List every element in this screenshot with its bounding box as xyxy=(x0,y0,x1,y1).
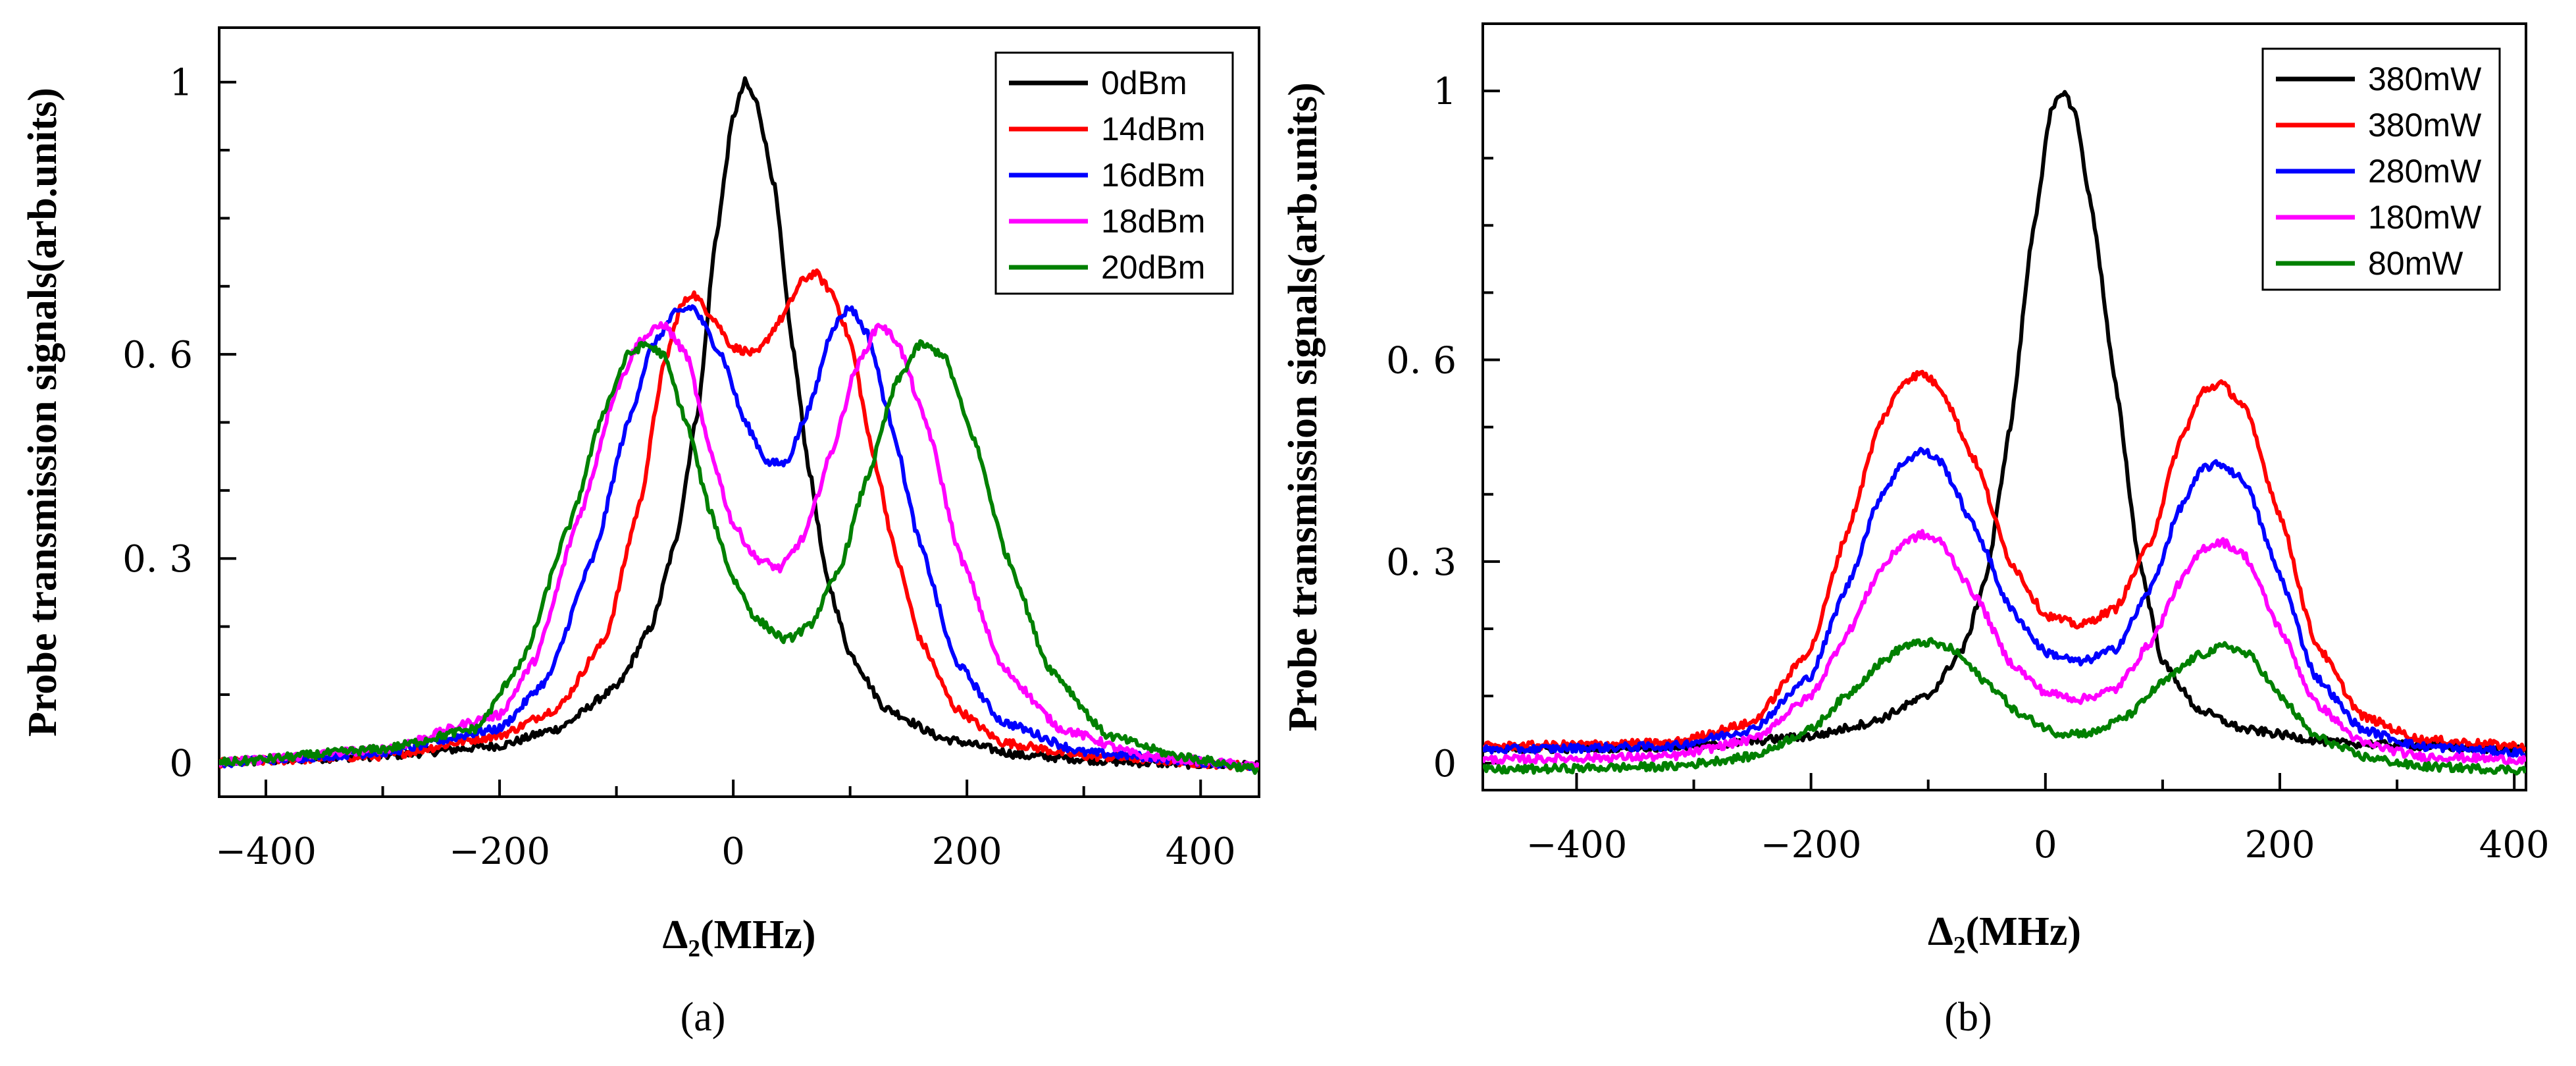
x-tick-label: −400 xyxy=(1526,824,1628,866)
x-tick-label: 200 xyxy=(932,830,1002,873)
y-tick-label: 1 xyxy=(169,62,193,105)
plot-frame xyxy=(1481,22,2527,791)
series-line-18dbm-3 xyxy=(219,321,1259,770)
y-tick-label: 0. 3 xyxy=(1386,541,1456,584)
series-line-16dbm-2 xyxy=(219,304,1259,772)
y-axis: 0 0. 3 0. 6 1 xyxy=(1386,70,1500,786)
y-tick-label: 1 xyxy=(1433,70,1456,113)
series-line-380mw-1 xyxy=(1483,369,2526,753)
y-axis: 0 0. 3 0. 6 1 xyxy=(122,62,236,785)
x-axis: −400 −200 0 200 400 xyxy=(1526,773,2550,866)
series-line-180mw-3 xyxy=(1483,529,2526,766)
plot-frame xyxy=(218,26,1260,798)
legend-label: 20dBm xyxy=(1101,249,1205,286)
y-tick-label: 0 xyxy=(1433,743,1456,786)
x-axis-title: Δ₂(MHz) xyxy=(662,913,815,957)
x-tick-label: 400 xyxy=(1166,830,1236,873)
legend: 0dBm 14dBm 16dBm 18dBm 20dBm xyxy=(994,51,1234,295)
legend-label: 16dBm xyxy=(1101,157,1205,194)
y-tick-label: 0. 6 xyxy=(1386,340,1456,383)
chart-panel-b: −400 −200 0 200 400 0 0. 3 0. 6 1 Δ₂(MHz) Probe tr… xyxy=(1281,22,2550,1040)
x-tick-label: 0 xyxy=(721,830,745,873)
legend-label: 18dBm xyxy=(1101,203,1205,240)
chart-panel-a: −400 −200 0 200 400 0 0. 3 0. 6 1 Δ₂(MHz) Probe tr… xyxy=(20,26,1260,1040)
legend-label: 380mW xyxy=(2368,61,2482,97)
x-tick-label: −200 xyxy=(1761,824,1862,866)
legend-label: 280mW xyxy=(2368,153,2482,190)
x-tick-label: −200 xyxy=(449,830,550,873)
series-group xyxy=(1483,90,2526,776)
series-line-14dbm-1 xyxy=(219,268,1259,772)
x-axis-title: Δ₂(MHz) xyxy=(1928,909,2081,954)
series-line-380mw-0 xyxy=(1483,90,2526,755)
legend-label: 14dBm xyxy=(1101,111,1205,147)
x-tick-label: −400 xyxy=(215,830,317,873)
x-axis: −400 −200 0 200 400 xyxy=(215,780,1236,873)
y-axis-title: Probe transmission signals(arb.units) xyxy=(20,88,65,737)
series-line-280mw-2 xyxy=(1483,446,2526,759)
y-tick-label: 0 xyxy=(169,742,193,785)
series-line-20dbm-4 xyxy=(219,339,1259,775)
legend-label: 380mW xyxy=(2368,107,2482,144)
series-line-80mw-4 xyxy=(1483,637,2526,776)
x-tick-label: 0 xyxy=(2034,824,2057,866)
y-tick-label: 0. 3 xyxy=(122,538,193,581)
legend: 380mW 380mW 280mW 180mW 80mW xyxy=(2261,47,2501,291)
panel-label: (b) xyxy=(1944,995,1992,1040)
legend-label: 180mW xyxy=(2368,199,2482,236)
x-tick-label: 200 xyxy=(2245,824,2315,866)
legend-label: 0dBm xyxy=(1101,65,1187,101)
series-group xyxy=(219,76,1259,775)
legend-label: 80mW xyxy=(2368,245,2463,282)
y-tick-label: 0. 6 xyxy=(122,334,193,377)
y-axis-title: Probe transmission signals(arb.units) xyxy=(1281,82,1326,732)
panel-label: (a) xyxy=(681,995,726,1040)
x-tick-label: 400 xyxy=(2479,824,2550,866)
